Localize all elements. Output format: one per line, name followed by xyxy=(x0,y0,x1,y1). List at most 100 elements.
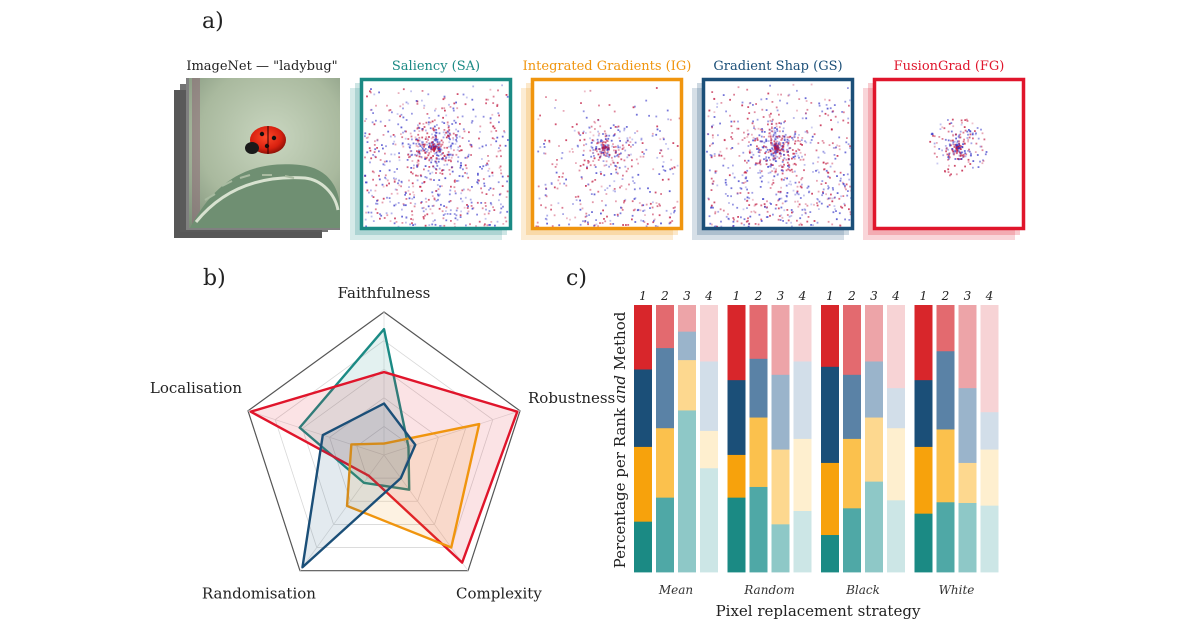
bar-segment-fg xyxy=(936,305,955,352)
panel-a-label: a) xyxy=(202,9,224,34)
bar-segment-sa xyxy=(656,497,674,573)
bar-segment-sa xyxy=(958,502,977,573)
attribution-map-frame xyxy=(359,77,513,231)
bar-segment-ig xyxy=(727,454,746,498)
bar-segment-gs xyxy=(727,379,746,455)
rank-label: 3 xyxy=(870,289,878,303)
original-image-group: ImageNet — "ladybug" xyxy=(174,59,340,238)
bar-segment-ig xyxy=(936,429,955,503)
radar-axis-label: Robustness xyxy=(528,389,615,407)
attribution-map-ig: Integrated Gradients (IG) xyxy=(521,59,691,240)
bar-segment-sa xyxy=(749,486,768,573)
group-label: Random xyxy=(743,583,794,597)
bar-segment-ig xyxy=(749,417,768,487)
radar-series-2 xyxy=(345,422,481,549)
bar-segment-fg xyxy=(887,305,905,389)
bar-segment-gs xyxy=(700,361,718,431)
bar-group-random: 1 2 3 4 Random xyxy=(727,289,812,597)
rank-label: 1 xyxy=(920,289,928,303)
panel-a: a) ImageNet — "ladybug" Saliency ( xyxy=(174,9,1026,240)
attribution-map-title: Gradient Shap (GS) xyxy=(713,59,842,74)
rank-label: 2 xyxy=(660,289,669,303)
radar-chart: Faithfulness Robustness Complexity Randomis… xyxy=(150,284,615,603)
bar-segment-ig xyxy=(771,449,790,525)
bar-segment-fg xyxy=(914,305,933,381)
bar-segment-fg xyxy=(843,305,861,375)
attribution-speckles xyxy=(364,84,509,228)
bar-segment-gs xyxy=(656,347,674,429)
ladybug-photo xyxy=(189,78,340,228)
bar-segment-sa xyxy=(936,501,955,573)
rank-label: 1 xyxy=(639,289,647,303)
rank-label: 4 xyxy=(798,289,807,303)
bar-segment-ig xyxy=(914,446,933,514)
y-axis-title: Percentage per Rank and Method xyxy=(611,311,629,568)
panel-b-label: b) xyxy=(203,266,226,291)
rank-label: 3 xyxy=(683,289,691,303)
bar-group-black: 1 2 3 4 Black xyxy=(821,289,905,597)
bar-segment-gs xyxy=(914,379,933,447)
bar-segment-fg xyxy=(727,305,746,381)
bar-segment-gs xyxy=(634,369,652,447)
rank-label: 4 xyxy=(985,289,994,303)
x-axis-title: Pixel replacement strategy xyxy=(716,602,921,620)
rank-label: 4 xyxy=(891,289,900,303)
bar-segment-fg xyxy=(980,305,999,413)
original-image-caption: ImageNet — "ladybug" xyxy=(186,59,337,74)
bar-segment-ig xyxy=(821,462,839,536)
bar-segment-sa xyxy=(634,521,652,573)
bar-segment-gs xyxy=(771,374,790,450)
group-label: White xyxy=(939,583,975,597)
rank-label: 4 xyxy=(704,289,713,303)
bar-segment-fg xyxy=(749,305,768,359)
rank-label: 2 xyxy=(754,289,763,303)
radar-series-0 xyxy=(298,327,411,491)
radar-grid-ring xyxy=(274,340,494,548)
bar-segment-gs xyxy=(936,350,955,430)
bar-segment-gs xyxy=(843,374,861,439)
radar-spoke xyxy=(383,410,521,456)
attribution-map-title: FusionGrad (FG) xyxy=(894,59,1005,74)
bar-segment-fg xyxy=(958,305,977,389)
rank-label: 3 xyxy=(964,289,972,303)
radar-grid-ring xyxy=(329,397,439,502)
bar-segment-sa xyxy=(771,523,790,573)
radar-series-3 xyxy=(301,402,417,569)
bar-segment-gs xyxy=(958,387,977,463)
rank-label: 3 xyxy=(777,289,785,303)
bar-segment-fg xyxy=(656,305,674,349)
radar-spoke xyxy=(383,454,469,571)
bar-segment-ig xyxy=(656,427,674,498)
bar-segment-sa xyxy=(700,467,718,573)
bar-segment-fg xyxy=(700,305,718,362)
bar-segment-fg xyxy=(821,305,839,367)
bar-segment-fg xyxy=(793,305,812,362)
bar-segment-ig xyxy=(887,427,905,501)
group-label: Mean xyxy=(658,583,693,597)
attribution-map-frame xyxy=(530,77,684,231)
bar-group-white: 1 2 3 4 White xyxy=(914,289,999,597)
bar-segment-sa xyxy=(865,481,883,573)
attribution-map-sa: Saliency (SA) xyxy=(350,59,513,240)
bar-segment-ig xyxy=(980,449,999,506)
attribution-speckles xyxy=(929,118,988,177)
bar-segment-fg xyxy=(771,305,790,375)
bar-segment-ig xyxy=(843,438,861,509)
bar-segment-gs xyxy=(793,361,812,439)
bar-segment-sa xyxy=(980,505,999,573)
bar-segment-ig xyxy=(700,430,718,469)
bar-segment-gs xyxy=(887,387,905,429)
radar-axis-label: Localisation xyxy=(150,379,242,397)
attribution-map-frame xyxy=(701,77,855,231)
bar-segment-sa xyxy=(914,513,933,573)
radar-grid-ring xyxy=(301,368,467,525)
bar-segment-fg xyxy=(865,305,883,362)
bar-segment-fg xyxy=(678,305,696,332)
radar-axis-label: Faithfulness xyxy=(338,284,431,302)
bar-segment-gs xyxy=(980,411,999,450)
rank-label: 1 xyxy=(826,289,834,303)
group-label: Black xyxy=(845,583,880,597)
